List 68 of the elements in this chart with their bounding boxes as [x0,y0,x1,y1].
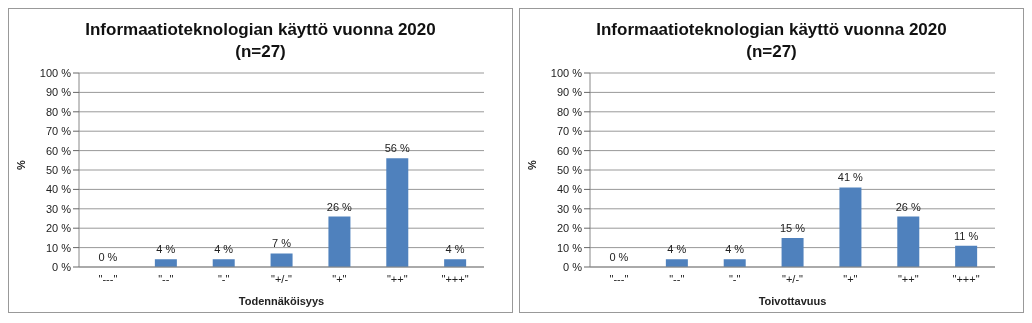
x-tick-label: "-" [217,272,230,285]
data-label: 26 % [895,200,921,213]
data-label: 4 % [667,243,687,256]
data-label: 15 % [779,221,806,234]
data-label: 41 % [837,171,864,184]
x-tick-label: "+" [332,272,347,285]
bar [270,253,293,267]
x-tick-label: "+++" [441,272,469,285]
y-tick-label: 80 % [556,105,583,118]
bar [212,259,235,267]
y-tick-label: 30 % [556,202,583,215]
y-tick-label: 40 % [45,183,72,196]
bar [723,259,746,267]
data-label: 4 % [445,243,465,256]
x-tick-label: "++" [897,272,919,285]
y-tick-label: 90 % [556,86,583,99]
x-axis-title: Todennäköisyys [238,295,325,307]
bar [839,187,862,267]
data-label: 56 % [384,142,410,155]
bar [328,216,351,267]
data-label: 11 % [953,229,979,242]
x-tick-label: "+++" [952,272,980,285]
data-label: 0 % [609,251,629,263]
bar [781,237,804,267]
x-tick-label: "+/-" [271,272,293,285]
y-tick-label: 30 % [45,202,72,215]
y-tick-label: 100 % [550,66,583,79]
bar [444,259,467,267]
y-tick-label: 50 % [45,163,72,176]
data-label: 7 % [272,237,292,250]
bar [386,158,409,267]
y-tick-label: 10 % [45,241,72,254]
y-tick-label: 70 % [556,125,583,138]
y-tick-label: 20 % [556,222,583,235]
data-label: 26 % [326,200,353,213]
x-tick-label: "+" [843,272,858,285]
y-tick-label: 20 % [45,222,72,235]
x-tick-label: "+/-" [782,272,804,285]
y-tick-label: 100 % [39,66,72,79]
chart-title: Informaatioteknologian käyttö vuonna 2020 (n=27) [595,19,948,63]
x-tick-label: "---" [609,272,629,285]
y-tick-label: 0 % [563,260,583,273]
y-tick-label: 60 % [556,144,583,157]
x-tick-label: "---" [98,272,118,285]
y-tick-label: 60 % [45,144,72,157]
chart-title: Informaatioteknologian käyttö vuonna 2020 (n=27) [84,19,437,63]
y-tick-label: 40 % [556,183,583,196]
y-tick-label: 70 % [45,125,72,138]
data-label: 4 % [214,243,234,256]
y-tick-label: 10 % [556,241,583,254]
data-label: 0 % [98,251,118,263]
y-axis-title: % [525,160,538,170]
y-tick-label: 50 % [556,163,583,176]
data-label: 4 % [156,243,176,256]
bar [665,259,688,267]
x-tick-label: "--" [158,272,174,285]
y-axis-title: % [14,160,27,170]
bar [154,259,177,267]
x-tick-label: "-" [728,272,741,285]
bar [897,216,920,267]
x-tick-label: "--" [669,272,685,285]
x-tick-label: "++" [386,272,408,285]
x-axis-title: Toivottavuus [758,295,827,307]
data-label: 4 % [725,243,745,256]
y-tick-label: 80 % [45,105,72,118]
y-tick-label: 0 % [52,260,72,273]
y-tick-label: 90 % [45,86,72,99]
bar [955,245,978,267]
